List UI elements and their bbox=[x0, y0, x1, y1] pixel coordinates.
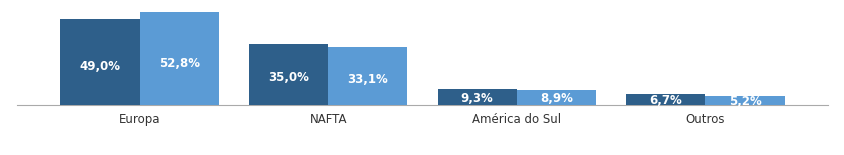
Bar bbox=[139, 12, 219, 105]
Text: 33,1%: 33,1% bbox=[347, 73, 387, 86]
Bar bbox=[625, 94, 705, 105]
Text: 49,0%: 49,0% bbox=[79, 60, 120, 73]
Text: 6,7%: 6,7% bbox=[649, 94, 681, 107]
Text: 52,8%: 52,8% bbox=[159, 57, 199, 70]
Legend: 1S18, 1S17: 1S18, 1S17 bbox=[369, 154, 475, 155]
Bar bbox=[517, 90, 595, 105]
Text: 9,3%: 9,3% bbox=[460, 91, 493, 104]
Bar bbox=[705, 96, 784, 105]
Text: 35,0%: 35,0% bbox=[268, 71, 309, 84]
Bar bbox=[60, 19, 139, 105]
Text: 8,9%: 8,9% bbox=[539, 92, 572, 105]
Bar bbox=[327, 47, 407, 105]
Text: 5,2%: 5,2% bbox=[728, 95, 760, 108]
Bar bbox=[249, 44, 327, 105]
Bar bbox=[437, 89, 517, 105]
